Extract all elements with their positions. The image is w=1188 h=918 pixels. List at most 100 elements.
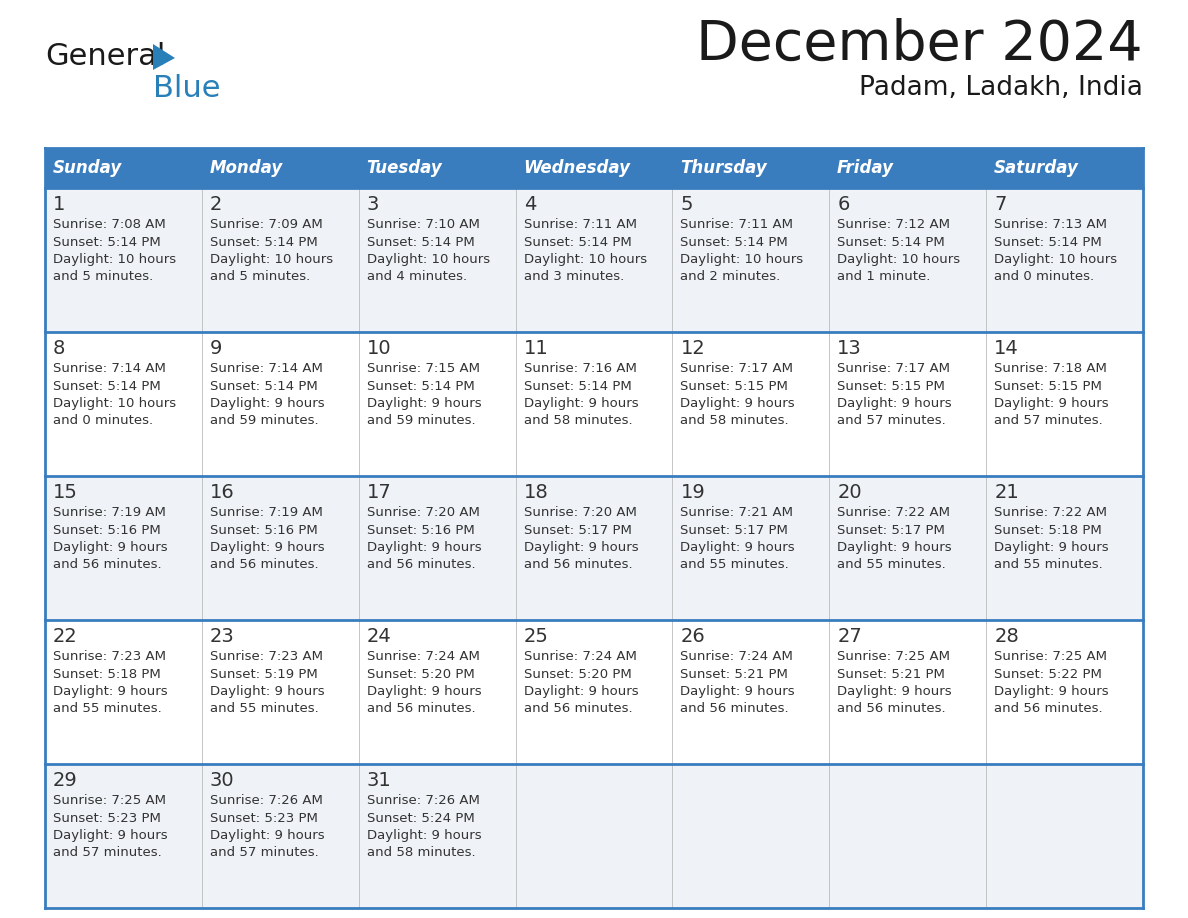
Text: Sunset: 5:14 PM: Sunset: 5:14 PM: [53, 380, 160, 393]
Text: 27: 27: [838, 627, 862, 646]
Text: Sunset: 5:18 PM: Sunset: 5:18 PM: [53, 668, 160, 681]
Text: Tuesday: Tuesday: [367, 159, 442, 177]
Text: Daylight: 9 hours
and 57 minutes.: Daylight: 9 hours and 57 minutes.: [210, 829, 324, 858]
Text: Daylight: 10 hours
and 2 minutes.: Daylight: 10 hours and 2 minutes.: [681, 253, 803, 283]
Text: Sunset: 5:19 PM: Sunset: 5:19 PM: [210, 668, 317, 681]
Text: Daylight: 9 hours
and 55 minutes.: Daylight: 9 hours and 55 minutes.: [210, 685, 324, 715]
Text: Sunrise: 7:25 AM: Sunrise: 7:25 AM: [838, 651, 950, 664]
Text: Daylight: 10 hours
and 0 minutes.: Daylight: 10 hours and 0 minutes.: [53, 397, 176, 427]
Text: Sunrise: 7:23 AM: Sunrise: 7:23 AM: [210, 651, 323, 664]
Text: Sunrise: 7:22 AM: Sunrise: 7:22 AM: [994, 507, 1107, 520]
Text: Daylight: 9 hours
and 56 minutes.: Daylight: 9 hours and 56 minutes.: [524, 685, 638, 715]
Text: Sunset: 5:14 PM: Sunset: 5:14 PM: [838, 236, 944, 249]
Text: Daylight: 9 hours
and 57 minutes.: Daylight: 9 hours and 57 minutes.: [994, 397, 1108, 427]
Text: Daylight: 9 hours
and 56 minutes.: Daylight: 9 hours and 56 minutes.: [367, 542, 481, 571]
Bar: [45, 148, 1143, 188]
Text: Daylight: 9 hours
and 56 minutes.: Daylight: 9 hours and 56 minutes.: [681, 685, 795, 715]
Text: 20: 20: [838, 483, 862, 502]
Text: December 2024: December 2024: [696, 18, 1143, 72]
Text: Wednesday: Wednesday: [524, 159, 631, 177]
Text: Sunrise: 7:14 AM: Sunrise: 7:14 AM: [210, 363, 323, 375]
Text: Daylight: 9 hours
and 56 minutes.: Daylight: 9 hours and 56 minutes.: [524, 542, 638, 571]
Text: Sunrise: 7:10 AM: Sunrise: 7:10 AM: [367, 218, 480, 231]
Text: Daylight: 10 hours
and 5 minutes.: Daylight: 10 hours and 5 minutes.: [53, 253, 176, 283]
Text: 31: 31: [367, 771, 392, 790]
Text: Sunset: 5:14 PM: Sunset: 5:14 PM: [210, 380, 317, 393]
Text: Sunrise: 7:18 AM: Sunrise: 7:18 AM: [994, 363, 1107, 375]
Text: Sunset: 5:17 PM: Sunset: 5:17 PM: [681, 524, 789, 537]
Text: 1: 1: [53, 195, 65, 214]
Text: 17: 17: [367, 483, 392, 502]
Text: Sunrise: 7:19 AM: Sunrise: 7:19 AM: [53, 507, 166, 520]
Text: Sunset: 5:21 PM: Sunset: 5:21 PM: [838, 668, 946, 681]
Text: Sunrise: 7:20 AM: Sunrise: 7:20 AM: [524, 507, 637, 520]
Text: Sunset: 5:23 PM: Sunset: 5:23 PM: [53, 812, 160, 825]
Text: Sunset: 5:14 PM: Sunset: 5:14 PM: [53, 236, 160, 249]
Text: Sunrise: 7:16 AM: Sunrise: 7:16 AM: [524, 363, 637, 375]
Text: Sunset: 5:20 PM: Sunset: 5:20 PM: [524, 668, 631, 681]
Text: Sunset: 5:20 PM: Sunset: 5:20 PM: [367, 668, 474, 681]
Text: Sunset: 5:23 PM: Sunset: 5:23 PM: [210, 812, 317, 825]
Text: Thursday: Thursday: [681, 159, 767, 177]
Text: Daylight: 10 hours
and 4 minutes.: Daylight: 10 hours and 4 minutes.: [367, 253, 489, 283]
Text: Sunrise: 7:26 AM: Sunrise: 7:26 AM: [367, 794, 480, 808]
Text: 28: 28: [994, 627, 1019, 646]
Text: Daylight: 9 hours
and 58 minutes.: Daylight: 9 hours and 58 minutes.: [524, 397, 638, 427]
Text: Sunset: 5:16 PM: Sunset: 5:16 PM: [53, 524, 160, 537]
Text: Sunrise: 7:13 AM: Sunrise: 7:13 AM: [994, 218, 1107, 231]
Text: Sunset: 5:24 PM: Sunset: 5:24 PM: [367, 812, 474, 825]
Text: 3: 3: [367, 195, 379, 214]
Text: 16: 16: [210, 483, 234, 502]
Text: Sunrise: 7:24 AM: Sunrise: 7:24 AM: [524, 651, 637, 664]
Text: 26: 26: [681, 627, 706, 646]
Text: Sunset: 5:14 PM: Sunset: 5:14 PM: [524, 236, 631, 249]
Text: Sunset: 5:22 PM: Sunset: 5:22 PM: [994, 668, 1102, 681]
Text: Sunset: 5:15 PM: Sunset: 5:15 PM: [838, 380, 946, 393]
Text: General: General: [45, 42, 165, 71]
Bar: [45, 188, 1143, 332]
Text: Sunset: 5:17 PM: Sunset: 5:17 PM: [524, 524, 632, 537]
Text: 14: 14: [994, 339, 1019, 358]
Text: 9: 9: [210, 339, 222, 358]
Text: Daylight: 9 hours
and 59 minutes.: Daylight: 9 hours and 59 minutes.: [367, 397, 481, 427]
Text: 15: 15: [53, 483, 78, 502]
Text: Sunset: 5:16 PM: Sunset: 5:16 PM: [367, 524, 474, 537]
Bar: [45, 620, 1143, 764]
Text: Sunrise: 7:22 AM: Sunrise: 7:22 AM: [838, 507, 950, 520]
Text: 25: 25: [524, 627, 549, 646]
Text: Monday: Monday: [210, 159, 283, 177]
Text: Sunset: 5:18 PM: Sunset: 5:18 PM: [994, 524, 1102, 537]
Text: Sunset: 5:15 PM: Sunset: 5:15 PM: [681, 380, 789, 393]
Text: 12: 12: [681, 339, 706, 358]
Text: Daylight: 9 hours
and 56 minutes.: Daylight: 9 hours and 56 minutes.: [210, 542, 324, 571]
Text: 29: 29: [53, 771, 77, 790]
Text: Sunrise: 7:21 AM: Sunrise: 7:21 AM: [681, 507, 794, 520]
Text: 19: 19: [681, 483, 706, 502]
Text: Daylight: 10 hours
and 3 minutes.: Daylight: 10 hours and 3 minutes.: [524, 253, 646, 283]
Text: Sunset: 5:21 PM: Sunset: 5:21 PM: [681, 668, 789, 681]
Text: Daylight: 9 hours
and 58 minutes.: Daylight: 9 hours and 58 minutes.: [367, 829, 481, 858]
Text: Sunset: 5:14 PM: Sunset: 5:14 PM: [681, 236, 788, 249]
Text: Daylight: 9 hours
and 55 minutes.: Daylight: 9 hours and 55 minutes.: [838, 542, 952, 571]
Text: Daylight: 10 hours
and 5 minutes.: Daylight: 10 hours and 5 minutes.: [210, 253, 333, 283]
Text: Sunset: 5:15 PM: Sunset: 5:15 PM: [994, 380, 1102, 393]
Text: Saturday: Saturday: [994, 159, 1079, 177]
Text: Daylight: 9 hours
and 55 minutes.: Daylight: 9 hours and 55 minutes.: [994, 542, 1108, 571]
Text: Sunrise: 7:14 AM: Sunrise: 7:14 AM: [53, 363, 166, 375]
Polygon shape: [153, 44, 175, 70]
Text: Sunset: 5:17 PM: Sunset: 5:17 PM: [838, 524, 946, 537]
Text: 8: 8: [53, 339, 65, 358]
Text: Sunset: 5:14 PM: Sunset: 5:14 PM: [367, 236, 474, 249]
Text: 30: 30: [210, 771, 234, 790]
Text: Sunrise: 7:12 AM: Sunrise: 7:12 AM: [838, 218, 950, 231]
Text: Sunrise: 7:25 AM: Sunrise: 7:25 AM: [53, 794, 166, 808]
Bar: [45, 476, 1143, 620]
Text: Friday: Friday: [838, 159, 895, 177]
Text: Sunrise: 7:19 AM: Sunrise: 7:19 AM: [210, 507, 323, 520]
Text: Blue: Blue: [153, 74, 221, 103]
Text: Daylight: 9 hours
and 58 minutes.: Daylight: 9 hours and 58 minutes.: [681, 397, 795, 427]
Text: 23: 23: [210, 627, 234, 646]
Text: Sunrise: 7:09 AM: Sunrise: 7:09 AM: [210, 218, 323, 231]
Text: 10: 10: [367, 339, 391, 358]
Text: Sunset: 5:16 PM: Sunset: 5:16 PM: [210, 524, 317, 537]
